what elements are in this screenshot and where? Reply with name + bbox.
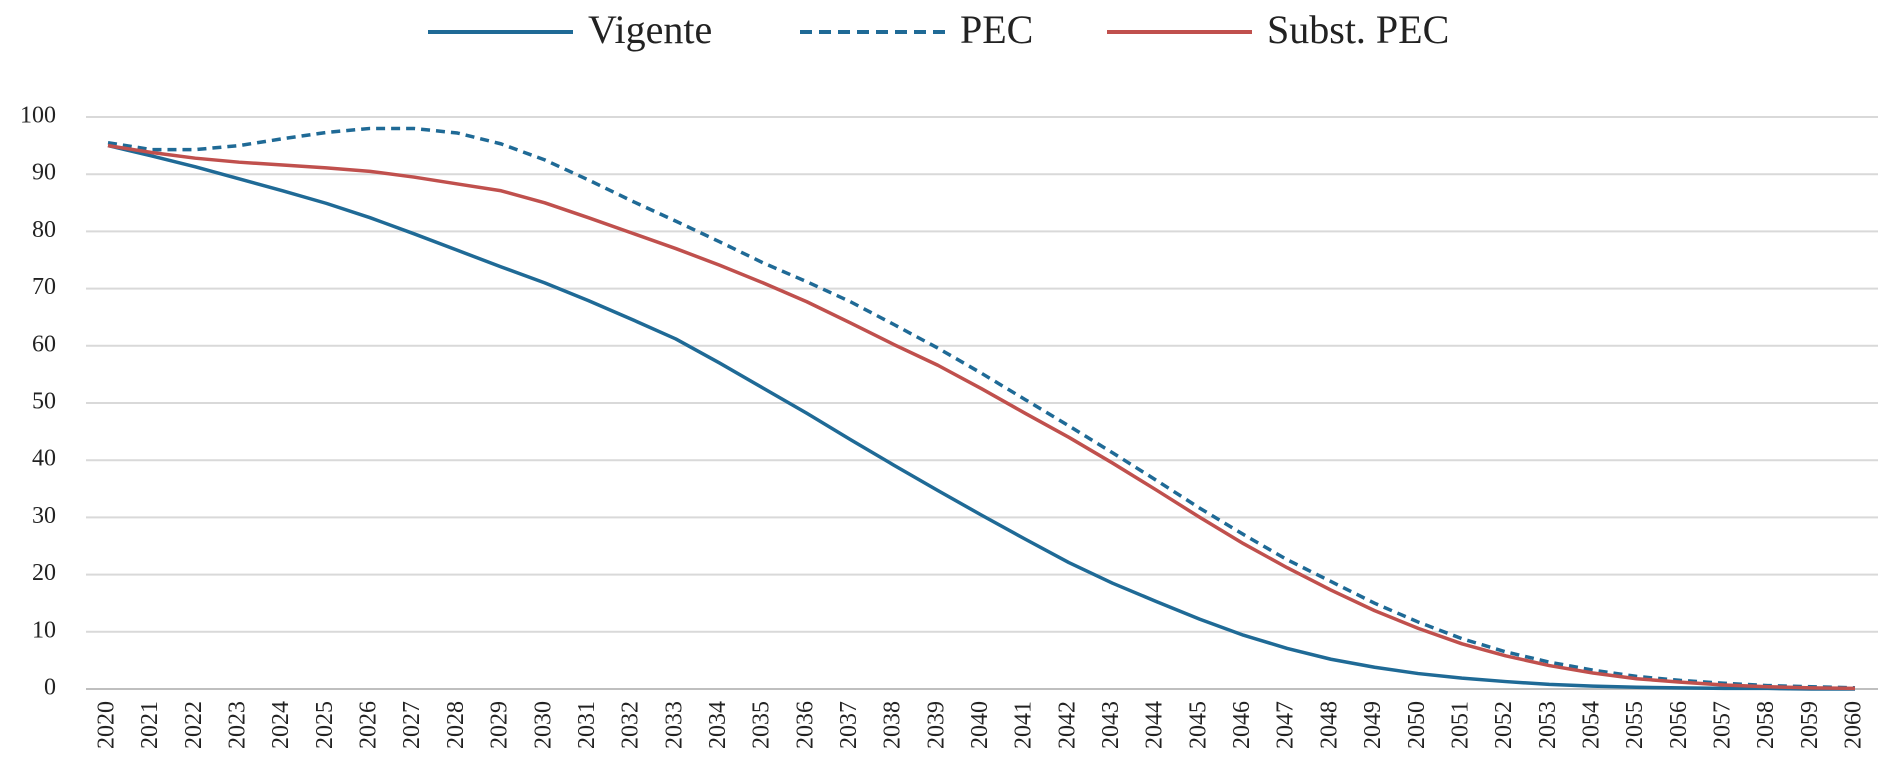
x-tick-label: 2027 xyxy=(399,701,425,749)
x-tick-label: 2043 xyxy=(1098,701,1124,749)
x-tick-label: 2036 xyxy=(792,701,818,749)
x-tick-label: 2030 xyxy=(530,701,556,749)
series-line xyxy=(107,143,1856,691)
x-tick-label: 2051 xyxy=(1447,701,1473,749)
x-tick-label: 2022 xyxy=(181,701,207,749)
x-tick-label: 2021 xyxy=(137,701,163,749)
y-tick-label: 30 xyxy=(32,503,56,529)
x-tick-label: 2025 xyxy=(312,701,338,749)
x-tick-label: 2039 xyxy=(923,701,949,749)
x-tick-label: 2040 xyxy=(967,701,993,749)
x-tick-label: 2028 xyxy=(443,701,469,749)
legend-label: Subst. PEC xyxy=(1267,7,1449,52)
legend-label: Vigente xyxy=(588,7,712,52)
x-tick-label: 2059 xyxy=(1797,701,1823,749)
x-tick-label: 2038 xyxy=(880,701,906,749)
x-tick-label: 2042 xyxy=(1054,701,1080,749)
y-tick-label: 90 xyxy=(32,160,56,186)
series-line xyxy=(107,143,1855,691)
x-tick-label: 2050 xyxy=(1404,701,1430,749)
x-tick-label: 2044 xyxy=(1142,701,1168,749)
y-tick-label: 40 xyxy=(32,446,56,472)
x-tick-label: 2053 xyxy=(1535,701,1561,749)
x-tick-label: 2060 xyxy=(1841,701,1867,749)
x-tick-label: 2031 xyxy=(574,701,600,749)
y-tick-label: 10 xyxy=(32,617,56,643)
x-tick-label: 2034 xyxy=(705,701,731,749)
x-tick-label: 2048 xyxy=(1316,701,1342,749)
x-tick-label: 2058 xyxy=(1753,701,1779,749)
x-tick-label: 2032 xyxy=(618,701,644,749)
y-tick-label: 70 xyxy=(32,274,56,300)
x-tick-label: 2049 xyxy=(1360,701,1386,749)
x-tick-label: 2046 xyxy=(1229,701,1255,749)
x-tick-label: 2026 xyxy=(356,701,382,749)
legend-label: PEC xyxy=(960,7,1033,52)
x-tick-label: 2037 xyxy=(836,701,862,749)
x-tick-label: 2055 xyxy=(1622,701,1648,749)
x-tick-label: 2029 xyxy=(487,701,513,749)
y-tick-label: 50 xyxy=(32,389,56,415)
y-tick-label: 60 xyxy=(32,331,56,357)
x-tick-label: 2020 xyxy=(94,701,120,749)
x-tick-label: 2023 xyxy=(225,701,251,749)
x-tick-label: 2041 xyxy=(1011,701,1037,749)
x-tick-label: 2054 xyxy=(1578,701,1604,749)
x-tick-label: 2056 xyxy=(1666,701,1692,749)
x-tick-label: 2024 xyxy=(268,701,294,749)
series-line xyxy=(107,126,1856,690)
x-tick-label: 2045 xyxy=(1185,701,1211,749)
x-tick-label: 2035 xyxy=(749,701,775,749)
y-tick-label: 20 xyxy=(32,560,56,586)
x-tick-label: 2033 xyxy=(661,701,687,749)
y-tick-label: 0 xyxy=(44,675,56,701)
x-tick-label: 2047 xyxy=(1273,701,1299,749)
x-tick-label: 2057 xyxy=(1709,701,1735,749)
x-tick-label: 2052 xyxy=(1491,701,1517,749)
y-tick-label: 100 xyxy=(20,103,56,129)
y-tick-label: 80 xyxy=(32,217,56,243)
